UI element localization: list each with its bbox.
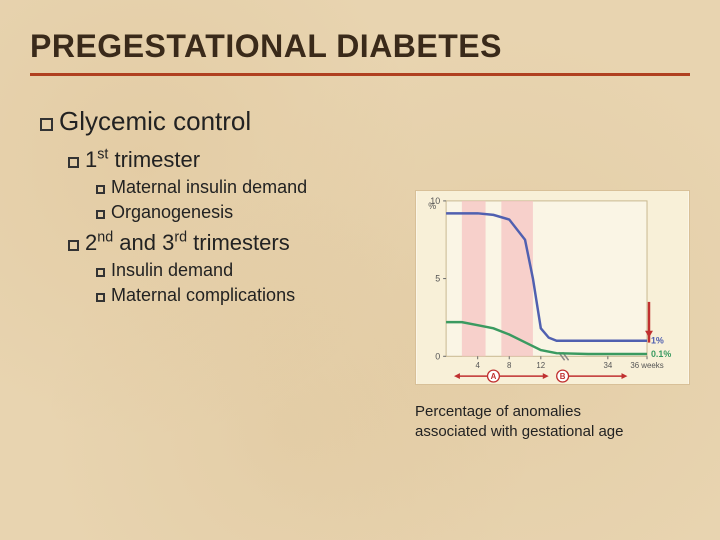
heading-text: Glycemic control	[59, 106, 251, 136]
square-bullet-icon	[40, 118, 53, 131]
item-text: Maternal insulin demand	[111, 177, 307, 197]
svg-text:36 weeks: 36 weeks	[630, 361, 663, 370]
svg-text:B: B	[560, 372, 566, 381]
svg-text:0.1%: 0.1%	[651, 349, 671, 359]
svg-text:12: 12	[536, 361, 545, 370]
item-text: Insulin demand	[111, 260, 233, 280]
svg-text:0: 0	[435, 351, 440, 361]
square-bullet-icon	[68, 240, 79, 251]
item-text: Maternal complications	[111, 285, 295, 305]
square-bullet-icon	[96, 293, 105, 302]
svg-text:A: A	[491, 372, 497, 381]
svg-text:34: 34	[603, 361, 612, 370]
svg-text:1%: 1%	[651, 336, 664, 346]
svg-text:%: %	[428, 201, 436, 211]
heading-glycemic: Glycemic control	[40, 106, 690, 137]
anomaly-chart: 0510%48123436 weeks1%0.1%AB	[415, 190, 690, 385]
svg-text:4: 4	[475, 361, 480, 370]
square-bullet-icon	[96, 185, 105, 194]
page-title: PREGESTATIONAL DIABETES	[0, 0, 720, 73]
chart-caption: Percentage of anomaliesassociated with g…	[415, 402, 690, 441]
section-label: 1st trimester	[85, 147, 200, 172]
square-bullet-icon	[68, 157, 79, 168]
item-text: Organogenesis	[111, 202, 233, 222]
section-label: 2nd and 3rd trimesters	[85, 230, 290, 255]
svg-text:5: 5	[435, 274, 440, 284]
square-bullet-icon	[96, 268, 105, 277]
section-1st-trimester: 1st trimester	[68, 147, 690, 173]
chart-container: 0510%48123436 weeks1%0.1%AB Percentage o…	[415, 190, 690, 441]
svg-text:8: 8	[507, 361, 512, 370]
square-bullet-icon	[96, 210, 105, 219]
